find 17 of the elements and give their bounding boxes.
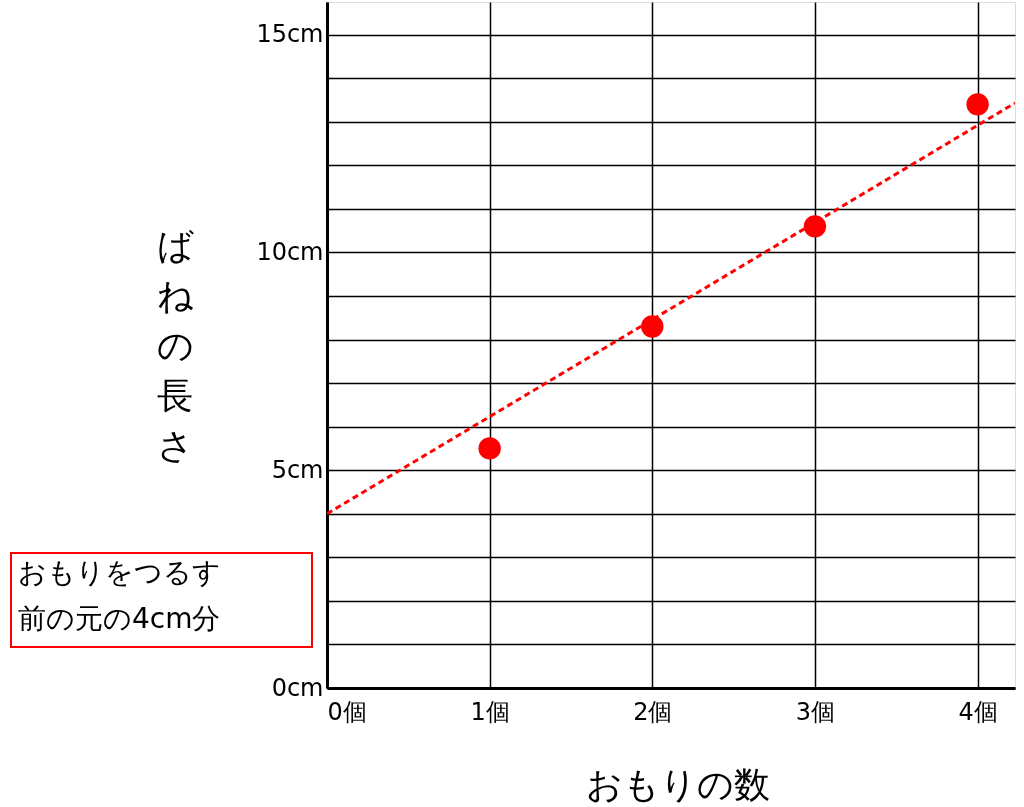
- x-tick-label: 0個: [327, 697, 367, 726]
- x-axis-title: おもりの数: [586, 764, 770, 805]
- text: 前の元の4cm分: [18, 602, 221, 635]
- y-axis-title: ばねの長さ: [156, 225, 194, 466]
- y-tick-label: 10cm: [256, 237, 324, 266]
- point: [641, 315, 664, 338]
- text: おもりをつるす: [18, 556, 221, 589]
- y-tick-label: 5cm: [271, 455, 324, 484]
- x-tick-label: 4個: [958, 697, 998, 726]
- x-tick-label: 1個: [470, 697, 510, 726]
- y-tick-label: 15cm: [256, 20, 324, 49]
- point: [478, 437, 501, 460]
- point: [966, 93, 989, 116]
- x-tick-label: 3個: [795, 697, 836, 726]
- point: [803, 215, 827, 238]
- y-tick-label: 0cm: [271, 673, 324, 702]
- x-tick-label: 2個: [633, 697, 673, 726]
